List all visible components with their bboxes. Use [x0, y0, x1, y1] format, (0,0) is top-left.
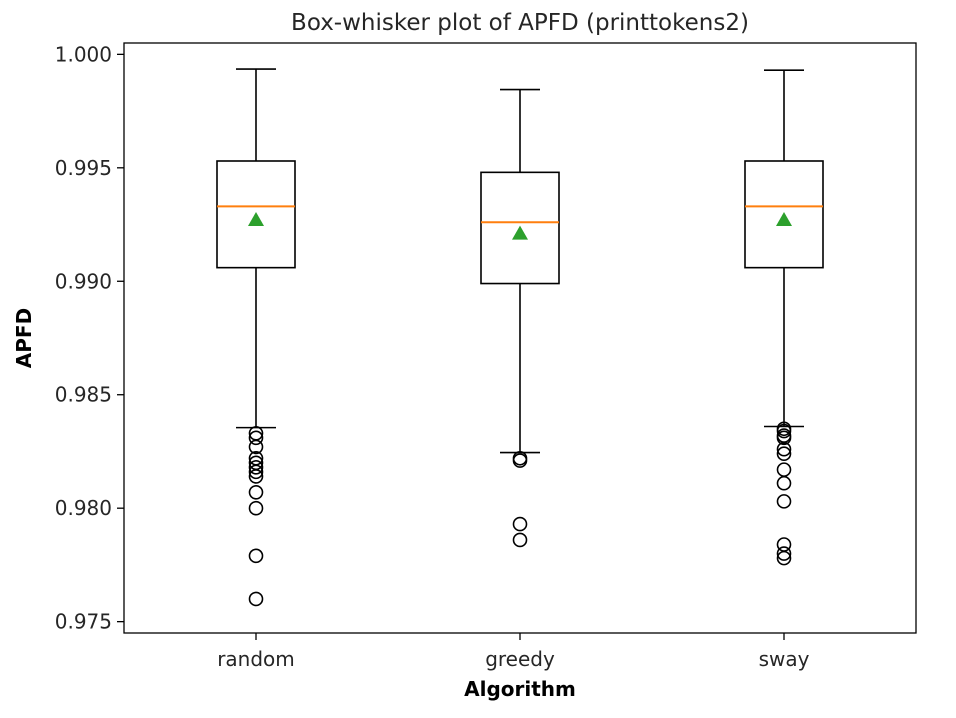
outlier-point: [512, 516, 528, 532]
mean-marker: [776, 212, 792, 226]
iqr-box: [216, 160, 296, 269]
box-sway: [744, 69, 824, 566]
x-axis: random greedy sway: [217, 633, 810, 671]
outlier-point: [248, 439, 264, 455]
box-greedy: [480, 88, 560, 548]
outlier-point: [776, 546, 792, 561]
x-tick-label: sway: [759, 647, 810, 671]
chart-title: Box-whisker plot of APFD (printtokens2): [291, 10, 749, 36]
y-tick-label: 0.990: [55, 269, 112, 293]
outlier-point: [776, 550, 792, 566]
mean-marker: [248, 212, 264, 226]
outlier-point: [512, 453, 528, 468]
y-axis-label: APFD: [12, 308, 36, 368]
outlier-point: [248, 464, 264, 480]
outlier-point: [248, 469, 264, 484]
y-tick-label: 0.975: [55, 610, 112, 634]
y-axis: 0.975 0.980 0.985 0.990 0.995 1.000: [55, 42, 124, 634]
outlier-point: [776, 494, 792, 509]
outlier-point: [248, 430, 264, 446]
box-random: [216, 68, 296, 607]
boxes: [216, 68, 824, 607]
mean-marker: [512, 225, 528, 240]
x-axis-label: Algorithm: [464, 677, 576, 701]
outlier-point: [248, 500, 264, 516]
outlier-point: [776, 475, 792, 491]
outlier-point: [776, 441, 792, 457]
outlier-point: [776, 446, 792, 462]
x-tick-label: random: [217, 647, 295, 671]
outlier-point: [776, 462, 792, 477]
y-tick-label: 1.000: [55, 42, 112, 66]
outlier-point: [248, 548, 264, 564]
outlier-point: [776, 423, 792, 439]
y-tick-label: 0.995: [55, 156, 112, 180]
y-tick-label: 0.980: [55, 496, 112, 520]
outlier-point: [248, 485, 264, 500]
y-tick-label: 0.985: [55, 383, 112, 407]
iqr-box: [744, 160, 824, 269]
outlier-point: [512, 532, 528, 548]
x-tick-label: greedy: [485, 647, 555, 671]
outlier-point: [776, 430, 792, 446]
outlier-point: [248, 591, 264, 607]
outlier-point: [248, 460, 264, 475]
iqr-box: [480, 171, 560, 285]
